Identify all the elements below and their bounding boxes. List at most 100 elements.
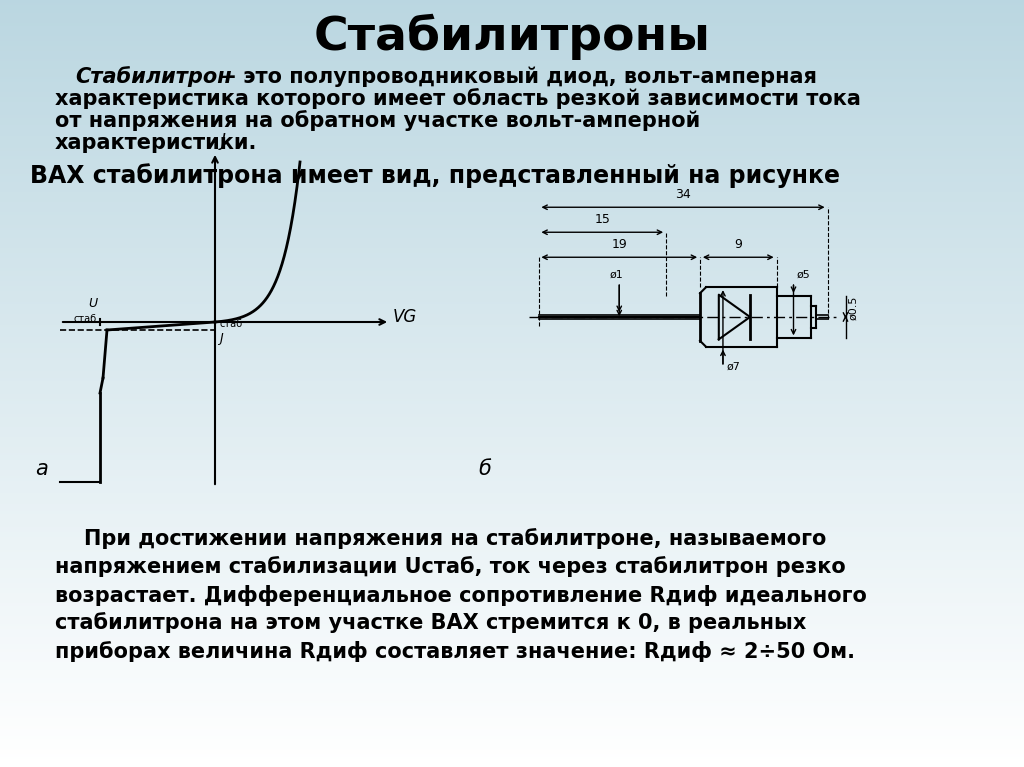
Bar	[0, 341, 1024, 345]
Bar	[0, 383, 1024, 386]
Bar	[0, 262, 1024, 266]
Bar	[0, 329, 1024, 332]
Text: - это полупроводниковый диод, вольт-амперная: - это полупроводниковый диод, вольт-ампе…	[220, 67, 817, 87]
Bar	[0, 295, 1024, 299]
Bar	[0, 518, 1024, 522]
Bar	[0, 150, 1024, 153]
Bar	[0, 35, 1024, 38]
Bar	[0, 528, 1024, 532]
Bar	[0, 308, 1024, 312]
Text: ø7: ø7	[727, 362, 740, 372]
Text: а: а	[35, 459, 48, 479]
Text: от напряжения на обратном участке вольт-амперной: от напряжения на обратном участке вольт-…	[55, 110, 700, 131]
Text: приборах величина Rдиф составляет значение: Rдиф ≈ 2÷50 Ом.: приборах величина Rдиф составляет значен…	[55, 640, 855, 661]
Bar	[0, 193, 1024, 197]
Bar	[0, 170, 1024, 174]
Bar	[0, 42, 1024, 46]
Bar	[0, 321, 1024, 324]
Bar	[0, 318, 1024, 322]
Bar	[0, 84, 1024, 87]
Bar	[0, 331, 1024, 335]
Bar	[0, 602, 1024, 606]
Bar	[0, 556, 1024, 560]
Bar	[0, 633, 1024, 637]
Bar	[0, 339, 1024, 343]
Bar	[0, 226, 1024, 230]
Bar	[0, 605, 1024, 608]
Bar	[0, 753, 1024, 757]
Bar	[0, 209, 1024, 212]
Bar	[0, 651, 1024, 654]
Bar	[0, 268, 1024, 271]
Bar	[0, 713, 1024, 716]
Bar	[0, 224, 1024, 228]
Text: 15: 15	[594, 213, 610, 226]
Bar	[0, 88, 1024, 92]
Bar	[0, 700, 1024, 703]
Bar	[0, 239, 1024, 243]
Bar	[0, 740, 1024, 744]
Bar	[0, 659, 1024, 662]
Bar	[0, 370, 1024, 374]
Bar	[0, 58, 1024, 61]
Bar	[0, 176, 1024, 179]
Text: б: б	[478, 459, 490, 479]
Bar	[0, 27, 1024, 31]
Bar	[0, 73, 1024, 77]
Bar	[0, 579, 1024, 583]
Bar	[0, 86, 1024, 90]
Bar	[0, 372, 1024, 376]
Bar	[0, 211, 1024, 215]
Bar	[0, 214, 1024, 217]
Bar	[0, 462, 1024, 466]
Bar	[0, 65, 1024, 69]
Bar	[0, 270, 1024, 274]
Bar	[0, 571, 1024, 575]
Bar	[0, 690, 1024, 693]
Bar	[0, 569, 1024, 573]
Bar	[0, 472, 1024, 476]
Bar	[0, 48, 1024, 51]
Bar	[0, 730, 1024, 734]
Bar	[0, 76, 1024, 79]
Bar	[0, 38, 1024, 41]
Bar	[0, 446, 1024, 450]
Bar	[0, 163, 1024, 166]
Bar	[0, 111, 1024, 115]
Bar	[0, 441, 1024, 445]
Bar	[0, 513, 1024, 516]
Bar	[0, 130, 1024, 133]
Bar	[0, 676, 1024, 680]
Bar	[0, 260, 1024, 263]
Bar	[0, 636, 1024, 639]
Bar	[0, 367, 1024, 370]
Bar	[0, 390, 1024, 393]
Bar	[0, 78, 1024, 82]
Bar	[0, 413, 1024, 416]
Bar	[0, 487, 1024, 491]
Bar	[0, 663, 1024, 667]
Bar	[0, 439, 1024, 443]
Bar	[0, 403, 1024, 407]
Bar	[0, 682, 1024, 685]
Text: 34: 34	[675, 188, 691, 201]
Bar	[0, 610, 1024, 614]
Bar	[0, 567, 1024, 570]
Bar	[0, 12, 1024, 15]
Bar	[0, 459, 1024, 463]
Bar	[0, 594, 1024, 598]
Text: ø1: ø1	[609, 269, 624, 279]
Bar	[0, 326, 1024, 330]
Bar	[0, 347, 1024, 351]
Bar	[0, 283, 1024, 286]
Bar	[0, 168, 1024, 171]
Bar	[0, 584, 1024, 588]
Bar	[0, 61, 1024, 64]
Text: J: J	[221, 132, 226, 150]
Bar	[0, 19, 1024, 23]
Bar	[0, 408, 1024, 412]
Bar	[0, 707, 1024, 711]
Bar	[0, 449, 1024, 453]
Bar	[0, 22, 1024, 25]
Bar	[0, 661, 1024, 665]
